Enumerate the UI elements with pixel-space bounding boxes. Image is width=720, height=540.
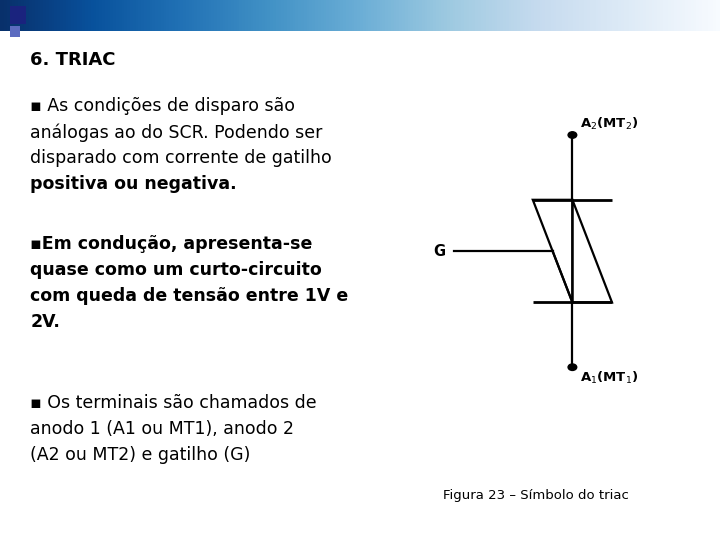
Bar — [10, 6, 26, 24]
Text: com queda de tensão entre 1V e: com queda de tensão entre 1V e — [30, 287, 348, 305]
Text: 2V.: 2V. — [30, 313, 60, 330]
Text: 6. TRIAC: 6. TRIAC — [30, 51, 116, 69]
Circle shape — [568, 132, 577, 138]
Text: G: G — [433, 244, 445, 259]
Text: ▪ As condições de disparo são: ▪ As condições de disparo são — [30, 97, 295, 115]
Text: positiva ou negativa.: positiva ou negativa. — [30, 175, 237, 193]
Text: ▪Em condução, apresenta-se: ▪Em condução, apresenta-se — [30, 235, 312, 253]
Circle shape — [568, 364, 577, 370]
Text: A$_1$(MT$_1$): A$_1$(MT$_1$) — [580, 370, 638, 386]
Text: análogas ao do SCR. Podendo ser: análogas ao do SCR. Podendo ser — [30, 123, 323, 141]
Text: disparado com corrente de gatilho: disparado com corrente de gatilho — [30, 149, 332, 167]
Text: (A2 ou MT2) e gatilho (G): (A2 ou MT2) e gatilho (G) — [30, 446, 251, 464]
Text: ▪ Os terminais são chamados de: ▪ Os terminais são chamados de — [30, 394, 317, 412]
Bar — [10, 26, 20, 37]
Text: anodo 1 (A1 ou MT1), anodo 2: anodo 1 (A1 ou MT1), anodo 2 — [30, 420, 294, 438]
Text: A$_2$(MT$_2$): A$_2$(MT$_2$) — [580, 116, 638, 132]
Text: quase como um curto-circuito: quase como um curto-circuito — [30, 261, 322, 279]
Text: Figura 23 – Símbolo do triac: Figura 23 – Símbolo do triac — [443, 489, 629, 502]
